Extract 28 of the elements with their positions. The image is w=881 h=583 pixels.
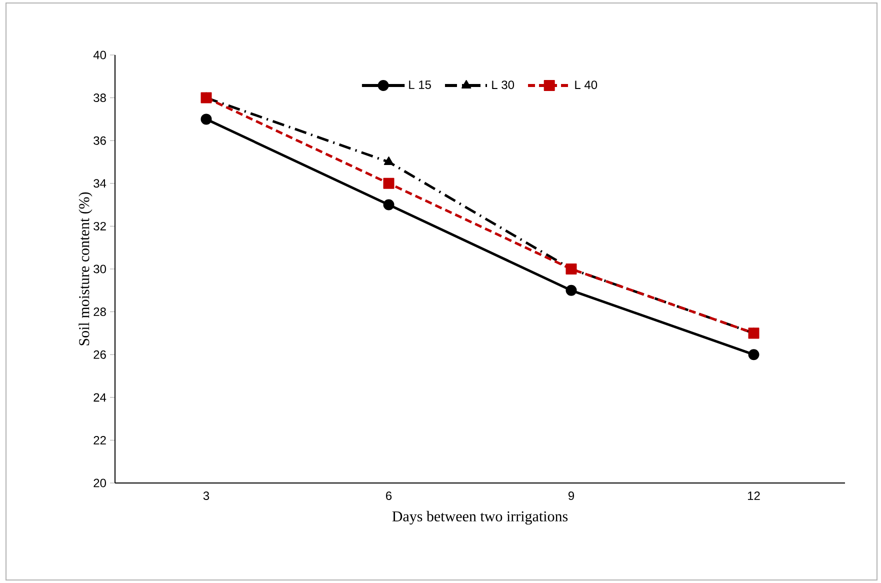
point bbox=[566, 263, 577, 274]
y-axis-title: Soil moisture content (%) bbox=[78, 192, 92, 346]
y-tick-label: 26 bbox=[94, 350, 106, 359]
x-tick-label: 3 bbox=[203, 492, 210, 500]
x-tick-label: 9 bbox=[568, 492, 574, 500]
point bbox=[200, 92, 212, 104]
y-tick-label: 30 bbox=[94, 264, 106, 274]
x-tick-label: 12 bbox=[748, 492, 760, 500]
point bbox=[748, 328, 760, 339]
y-tick-label: 40 bbox=[93, 50, 106, 60]
legend-label: L 40 bbox=[575, 80, 598, 90]
y-tick-label: 36 bbox=[94, 136, 106, 145]
x-axis-title: Days between two irrigations bbox=[392, 510, 568, 525]
point bbox=[566, 284, 577, 296]
y-tick-label: 20 bbox=[94, 478, 106, 488]
x-tick-label: 6 bbox=[386, 492, 392, 500]
y-tick-label: 34 bbox=[94, 179, 106, 188]
legend-label: L 15 bbox=[409, 80, 431, 90]
y-tick-label: 28 bbox=[94, 308, 106, 316]
y-tick-label: 22 bbox=[94, 436, 106, 444]
point bbox=[200, 114, 212, 125]
y-tick-label: 24 bbox=[94, 393, 106, 402]
point bbox=[748, 349, 760, 360]
y-tick-label: 38 bbox=[94, 94, 106, 102]
legend-label: L 30 bbox=[492, 80, 514, 90]
point bbox=[383, 178, 394, 189]
y-tick-label: 32 bbox=[94, 222, 106, 230]
point bbox=[383, 199, 394, 210]
